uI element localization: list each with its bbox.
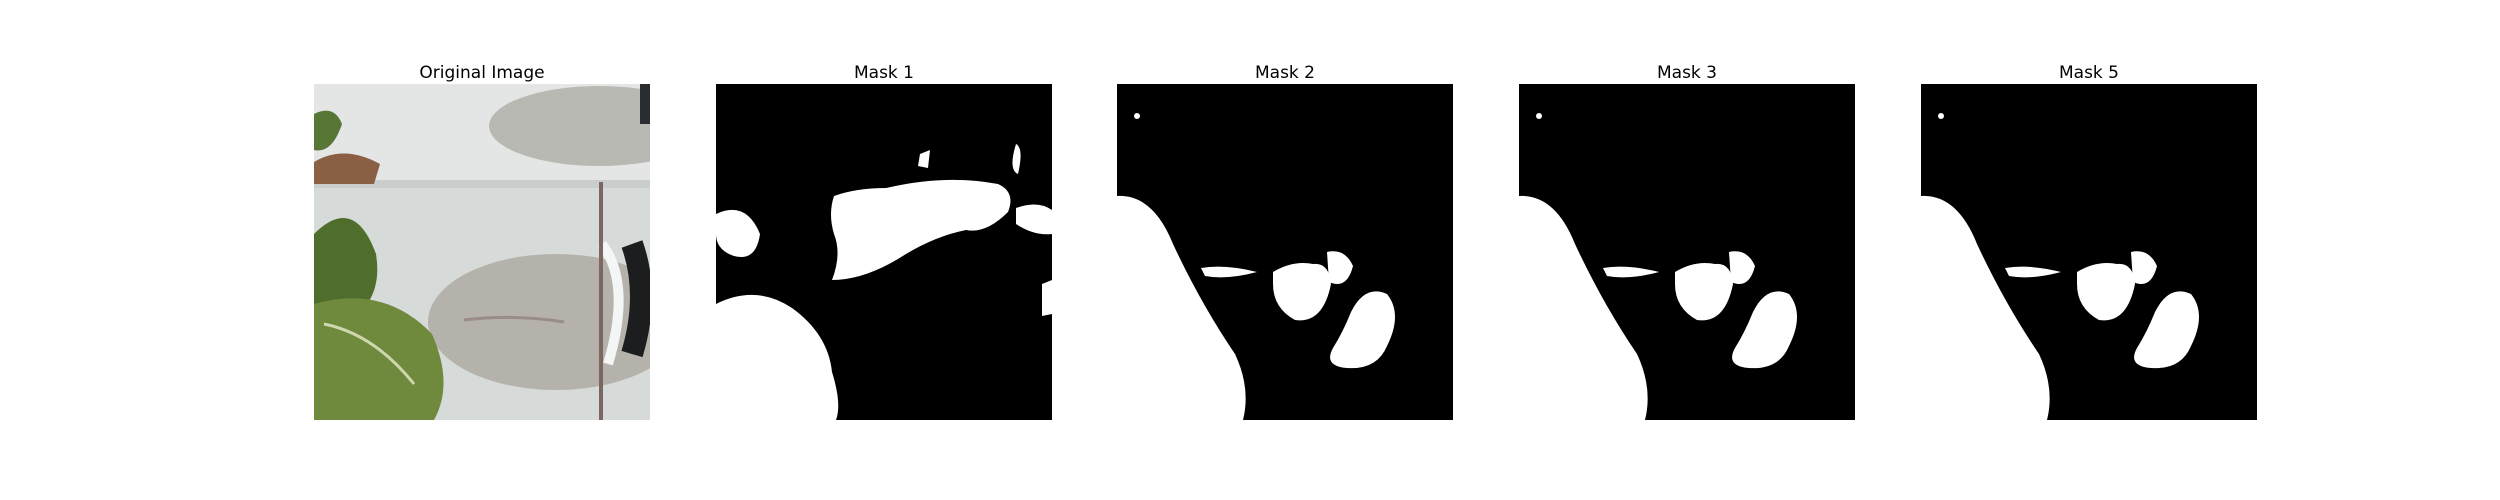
mask-image: [1519, 84, 1855, 420]
panel-title: Mask 2: [1254, 63, 1315, 83]
panel-title: Mask 1: [853, 63, 914, 83]
panel-title: Original Image: [419, 63, 545, 83]
mask-image: [1117, 84, 1453, 420]
panel-title: Mask 3: [1656, 63, 1717, 83]
original-photo: [314, 84, 650, 420]
panel-title: Mask 5: [2058, 63, 2119, 83]
mask-image: [716, 84, 1052, 420]
mask-image: [1921, 84, 2257, 420]
